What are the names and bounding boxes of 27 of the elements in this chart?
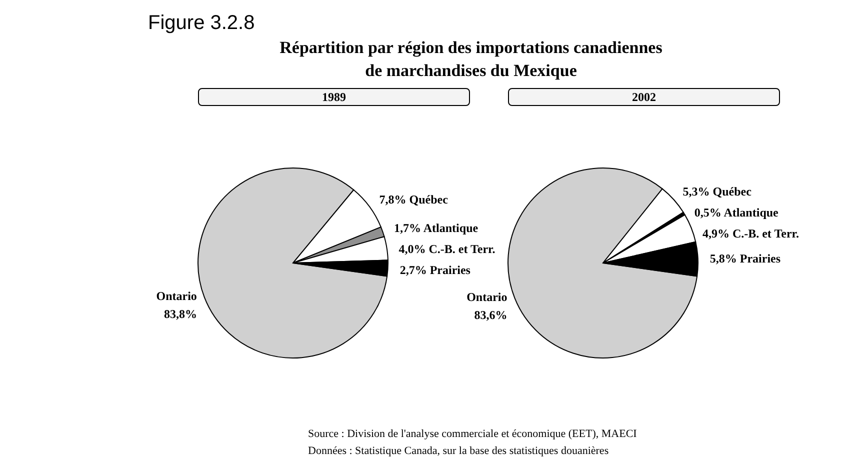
data-label: 2,7% xyxy=(400,262,427,277)
slice-label: Atlantique xyxy=(724,206,778,220)
data-label: 0,5% xyxy=(694,206,722,220)
chart-title: 2002 xyxy=(508,88,780,106)
data-label: 5,3% xyxy=(682,184,710,199)
data-label: 83,6% xyxy=(474,308,508,322)
caption: Figure 3.2.8 xyxy=(148,12,255,35)
data-label: 4,0% xyxy=(398,242,426,256)
source-note: Source : Division de l'analyse commerciale et économique (EET), MAECI xyxy=(308,428,637,440)
slice-label: Ontario xyxy=(156,289,197,304)
text: Répartition par région des importations canadiennes xyxy=(278,38,664,58)
slice-label: C.-B. et Terr. xyxy=(428,242,496,256)
data-label: 83,8% xyxy=(164,307,197,322)
slice-label: Ontario xyxy=(466,290,508,304)
text: de marchandises du Mexique xyxy=(364,61,578,81)
data-label: 5,8% xyxy=(710,251,737,266)
chart-title: 1989 xyxy=(198,88,470,106)
data-label: 4,9% xyxy=(702,226,730,241)
slice-label: Québec xyxy=(409,192,448,207)
slice-label: Atlantique xyxy=(423,220,478,235)
slice-label: Québec xyxy=(712,184,752,199)
data-label: 7,8% xyxy=(379,192,406,207)
slice-label: Prairies xyxy=(430,262,470,277)
slice-label: Prairies xyxy=(740,251,781,266)
text: Données : Statistique Canada, sur la base des statistiques douanières xyxy=(308,445,609,457)
data-label: 1,7% xyxy=(394,220,422,235)
slice-label: C.-B. et Terr. xyxy=(732,226,799,241)
